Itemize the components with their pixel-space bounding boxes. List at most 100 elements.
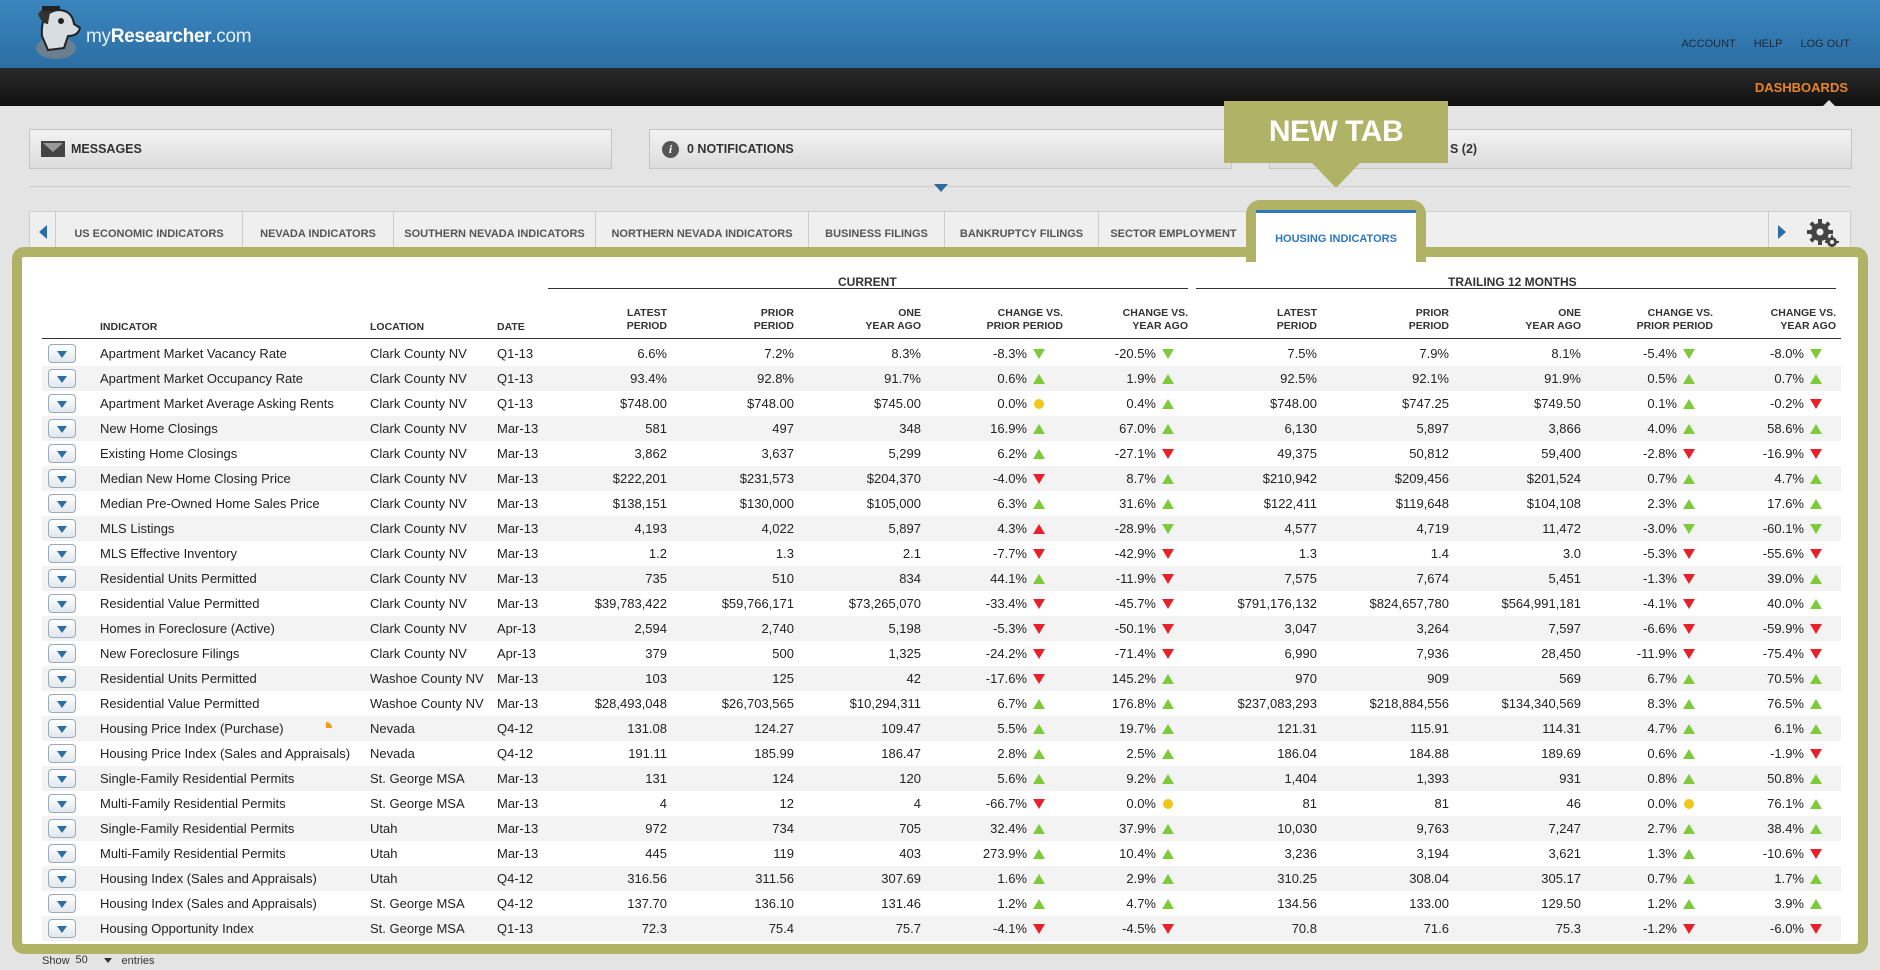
cell-indicator[interactable]: Housing Index (Sales and Appraisals): [100, 871, 317, 886]
cell-indicator[interactable]: Housing Opportunity Index: [100, 921, 254, 936]
row-expand-button[interactable]: [48, 769, 76, 788]
cell-indicator[interactable]: MLS Effective Inventory: [100, 546, 238, 561]
col-current-change-prior[interactable]: CHANGE VS. PRIOR PERIOD: [923, 307, 1063, 333]
account-link[interactable]: ACCOUNT: [1681, 38, 1736, 50]
row-expand-button[interactable]: [48, 669, 76, 688]
cell-indicator[interactable]: Multi-Family Residential Permits: [100, 846, 286, 861]
cell-trailing-change: -75.4%: [1762, 646, 1804, 661]
col-trailing-change-prior[interactable]: CHANGE VS. PRIOR PERIOD: [1582, 307, 1713, 333]
row-expand-button[interactable]: [48, 744, 76, 763]
row-expand-button[interactable]: [48, 344, 76, 363]
col-date[interactable]: DATE: [497, 321, 525, 333]
logo-main: Researcher: [110, 26, 212, 47]
nav-dashboards[interactable]: DASHBOARDS: [1754, 80, 1848, 95]
row-expand-button[interactable]: [48, 844, 76, 863]
cell-current-value: 185.99: [754, 746, 794, 761]
col-header-line2: PRIOR PERIOD: [986, 320, 1063, 332]
cell-indicator[interactable]: Apartment Market Vacancy Rate: [100, 346, 287, 361]
cell-indicator[interactable]: Median Pre-Owned Home Sales Price: [100, 496, 320, 511]
cell-indicator[interactable]: Apartment Market Occupancy Rate: [100, 371, 304, 386]
trend-indicator-icon: [1684, 799, 1694, 809]
row-expand-button[interactable]: [48, 644, 76, 663]
cell-current-change: -24.2%: [985, 646, 1027, 661]
cell-indicator[interactable]: Housing Index (Sales and Appraisals): [100, 896, 317, 911]
cell-trailing-value: $747.25: [1402, 396, 1449, 411]
row-expand-button[interactable]: [48, 494, 76, 513]
row-expand-button[interactable]: [48, 694, 76, 713]
table-row: Apartment Market Average Asking Rents Cla…: [42, 391, 1841, 416]
trend-indicator-icon: [1810, 774, 1822, 784]
cell-indicator[interactable]: Housing Price Index (Purchase): [100, 721, 284, 736]
row-expand-button[interactable]: [48, 369, 76, 388]
tab-prev-button[interactable]: [30, 212, 56, 252]
row-expand-button[interactable]: [48, 469, 76, 488]
tab-bankruptcy-filings[interactable]: BANKRUPTCY FILINGS: [945, 212, 1099, 252]
col-trailing-year-ago[interactable]: ONE YEAR AGO: [1456, 307, 1581, 333]
row-expand-button[interactable]: [48, 594, 76, 613]
row-expand-button[interactable]: [48, 719, 76, 738]
logout-link[interactable]: LOG OUT: [1800, 38, 1850, 50]
tab-business-filings[interactable]: BUSINESS FILINGS: [809, 212, 945, 252]
row-expand-button[interactable]: [48, 419, 76, 438]
col-trailing-prior[interactable]: PRIOR PERIOD: [1324, 307, 1449, 333]
cell-trailing-value: 50,812: [1409, 446, 1449, 461]
cell-indicator[interactable]: Homes in Foreclosure (Active): [100, 621, 275, 636]
gear-icon[interactable]: [1806, 216, 1840, 250]
trend-indicator-icon: [1683, 674, 1695, 684]
dog-logo-icon[interactable]: [28, 2, 86, 62]
row-expand-button[interactable]: [48, 869, 76, 888]
col-current-year-ago[interactable]: ONE YEAR AGO: [796, 307, 921, 333]
row-expand-button[interactable]: [48, 544, 76, 563]
cell-indicator[interactable]: MLS Listings: [100, 521, 175, 536]
cell-current-value: 3,862: [634, 446, 667, 461]
cell-indicator[interactable]: Housing Price Index (Sales and Appraisal…: [100, 746, 351, 761]
row-expand-button[interactable]: [48, 519, 76, 538]
col-trailing-change-year[interactable]: CHANGE VS. YEAR AGO: [1710, 307, 1836, 333]
cell-indicator[interactable]: Median New Home Closing Price: [100, 471, 291, 486]
table-row: Residential Value Permitted Clark County …: [42, 591, 1841, 616]
col-current-prior[interactable]: PRIOR PERIOD: [669, 307, 794, 333]
row-expand-button[interactable]: [48, 819, 76, 838]
help-link[interactable]: HELP: [1753, 38, 1783, 50]
cell-indicator[interactable]: New Home Closings: [100, 421, 218, 436]
row-expand-button[interactable]: [48, 394, 76, 413]
cell-indicator[interactable]: New Foreclosure Filings: [100, 646, 240, 661]
tab-nevada[interactable]: NEVADA INDICATORS: [243, 212, 394, 252]
row-expand-button[interactable]: [48, 894, 76, 913]
cell-indicator[interactable]: Multi-Family Residential Permits: [100, 796, 286, 811]
tab-next-button[interactable]: [1768, 212, 1794, 252]
row-expand-button[interactable]: [48, 919, 76, 938]
tab-sector-employment[interactable]: SECTOR EMPLOYMENT: [1099, 212, 1249, 252]
cell-indicator[interactable]: Residential Units Permitted: [100, 671, 257, 686]
collapse-chevron-icon[interactable]: [934, 184, 948, 192]
tab-northern-nevada[interactable]: NORTHERN NEVADA INDICATORS: [596, 212, 809, 252]
cell-indicator[interactable]: Apartment Market Average Asking Rents: [100, 396, 334, 411]
cell-indicator[interactable]: Residential Value Permitted: [100, 696, 260, 711]
cell-indicator[interactable]: Residential Value Permitted: [100, 596, 260, 611]
col-indicator[interactable]: INDICATOR: [100, 321, 158, 333]
row-expand-button[interactable]: [48, 794, 76, 813]
cell-indicator[interactable]: Single-Family Residential Permits: [100, 771, 295, 786]
rss-icon[interactable]: [326, 722, 332, 728]
table-row: Median Pre-Owned Home Sales Price Clark C…: [42, 491, 1841, 516]
cell-indicator[interactable]: Residential Units Permitted: [100, 571, 257, 586]
trend-indicator-icon: [1683, 849, 1695, 859]
tab-housing-indicators[interactable]: HOUSING INDICATORS: [1256, 210, 1416, 262]
messages-panel[interactable]: MESSAGES: [29, 129, 612, 169]
row-expand-button[interactable]: [48, 569, 76, 588]
cell-indicator[interactable]: Single-Family Residential Permits: [100, 821, 295, 836]
entries-select[interactable]: 50: [76, 954, 116, 967]
row-expand-button[interactable]: [48, 619, 76, 638]
col-current-latest[interactable]: LATEST PERIOD: [542, 307, 667, 333]
trend-indicator-icon: [1162, 349, 1174, 359]
tab-southern-nevada[interactable]: SOUTHERN NEVADA INDICATORS: [394, 212, 596, 252]
col-current-change-year[interactable]: CHANGE VS. YEAR AGO: [1057, 307, 1188, 333]
cell-indicator[interactable]: Existing Home Closings: [100, 446, 238, 461]
row-expand-button[interactable]: [48, 444, 76, 463]
col-location[interactable]: LOCATION: [370, 321, 425, 333]
col-trailing-latest[interactable]: LATEST PERIOD: [1192, 307, 1317, 333]
site-logo-text[interactable]: myResearcher.com: [86, 26, 252, 48]
tab-us-economic[interactable]: US ECONOMIC INDICATORS: [56, 212, 243, 252]
cell-current-value: $105,000: [866, 496, 921, 511]
notifications-panel[interactable]: i 0 NOTIFICATIONS: [649, 129, 1232, 169]
